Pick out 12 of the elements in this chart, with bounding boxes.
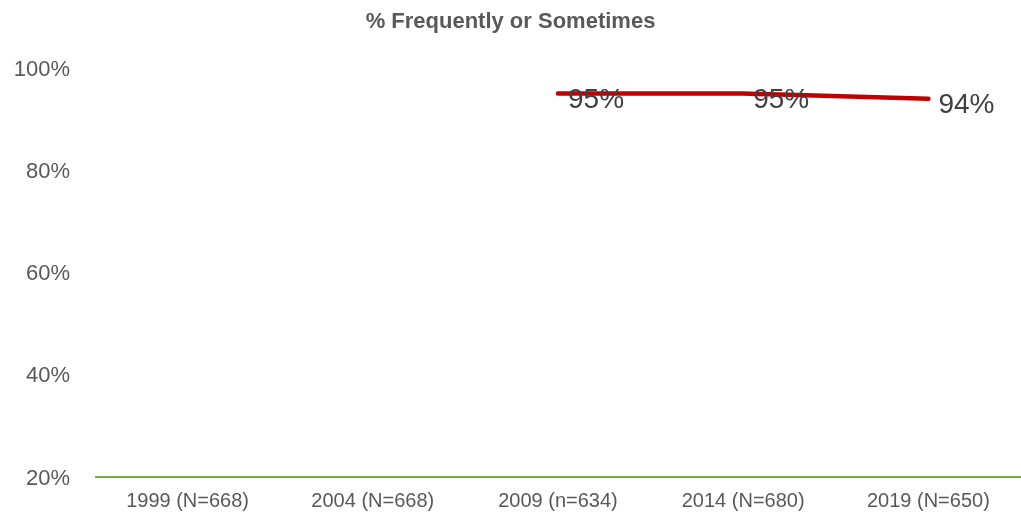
x-tick-label: 1999 (N=668) xyxy=(126,489,250,511)
x-tick-label: 2014 (N=680) xyxy=(681,489,805,511)
chart-title: % Frequently or Sometimes xyxy=(365,8,656,33)
y-tick-label: 80% xyxy=(25,157,70,183)
y-tick-label: 20% xyxy=(25,464,70,490)
x-tick-label: 2004 (N=668) xyxy=(311,489,435,511)
y-tick-label: 40% xyxy=(25,362,70,388)
x-tick-label: 2009 (n=634) xyxy=(498,489,618,511)
y-tick-label: 100% xyxy=(13,55,70,81)
data-label: 94% xyxy=(938,87,995,119)
x-tick-label: 2019 (N=650) xyxy=(866,489,990,511)
y-tick-label: 60% xyxy=(25,260,70,286)
